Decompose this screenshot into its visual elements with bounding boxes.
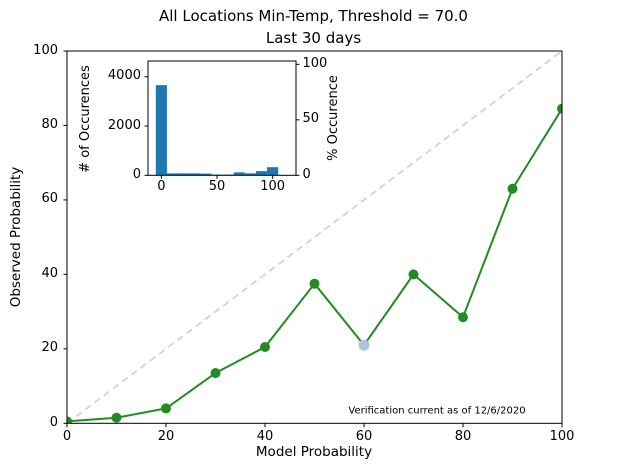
inset-histogram: [144, 60, 300, 179]
histogram-bar: [155, 85, 167, 176]
main-axes-box: [66, 50, 563, 424]
inset-right-axis-label: % Occurence: [326, 75, 341, 161]
inset-x-tick-label: 100: [260, 179, 286, 194]
x-tick-label: 60: [355, 428, 373, 444]
data-point: [458, 312, 468, 323]
y-tick-label: 100: [33, 42, 58, 58]
histogram-bar: [267, 167, 279, 176]
inset-right-tick-label: 100: [302, 55, 328, 71]
y-tick-label: 20: [41, 340, 58, 356]
inset-left-tick-label: 2000: [107, 117, 141, 133]
data-point: [557, 103, 562, 114]
main-plot-data: [67, 51, 562, 424]
x-tick-label: 80: [454, 428, 472, 444]
inset-left-tick-label: 0: [132, 166, 141, 182]
data-point: [67, 416, 72, 424]
inset-right-tick-label: 50: [302, 111, 320, 127]
x-axis-label: Model Probability: [255, 444, 373, 460]
highlight-data-point: [358, 339, 370, 351]
data-point: [408, 269, 419, 280]
data-point: [260, 341, 270, 352]
histogram-bar: [189, 173, 201, 176]
chart-title-line1: All Locations Min-Temp, Threshold = 70.0: [159, 7, 468, 25]
histogram-bar: [244, 173, 256, 176]
inset-right-tick-label: 0: [302, 166, 311, 182]
histogram-bar: [166, 173, 179, 176]
main-plot-axes: [63, 50, 563, 428]
x-tick-label: 20: [157, 428, 175, 444]
data-point: [507, 183, 518, 194]
data-point: [309, 278, 320, 289]
data-point: [161, 403, 171, 414]
reference-diagonal-line: [67, 51, 562, 424]
histogram-bar: [178, 173, 190, 176]
chart-title-line2: Last 30 days: [265, 28, 362, 47]
reliability-line: [67, 108, 562, 423]
histogram-bar: [200, 173, 212, 176]
y-tick-label: 60: [41, 191, 58, 207]
chart-title: All Locations Min-Temp, Threshold = 70.0…: [0, 6, 627, 49]
verification-annotation: Verification current as of 12/6/2020: [348, 405, 526, 417]
y-tick-label: 80: [41, 116, 58, 132]
x-tick-label: 40: [256, 428, 274, 444]
x-tick-label: 100: [549, 428, 575, 444]
y-tick-label: 40: [41, 265, 58, 281]
histogram-bar: [255, 171, 268, 176]
inset-left-tick-label: 4000: [107, 68, 141, 84]
y-tick-label: 0: [49, 414, 58, 430]
data-point: [111, 412, 122, 423]
inset-axes-box: [147, 60, 297, 176]
inset-x-tick-label: 0: [157, 179, 166, 194]
inset-left-axis-label: # of Occurences: [78, 65, 93, 173]
inset-x-tick-label: 50: [208, 179, 226, 194]
y-axis-label: Observed Probability: [8, 166, 24, 308]
histogram-bar: [233, 172, 245, 176]
data-point: [210, 368, 221, 379]
x-tick-label: 0: [62, 428, 72, 444]
